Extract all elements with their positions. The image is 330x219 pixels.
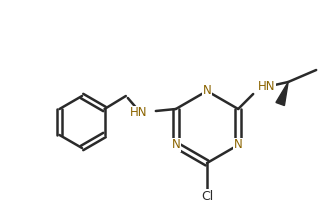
Text: N: N bbox=[172, 138, 180, 152]
Text: N: N bbox=[203, 85, 212, 97]
Text: HN: HN bbox=[130, 106, 148, 120]
Polygon shape bbox=[276, 82, 288, 106]
Text: Cl: Cl bbox=[201, 189, 213, 203]
Text: N: N bbox=[234, 138, 243, 152]
Text: HN: HN bbox=[258, 81, 276, 94]
